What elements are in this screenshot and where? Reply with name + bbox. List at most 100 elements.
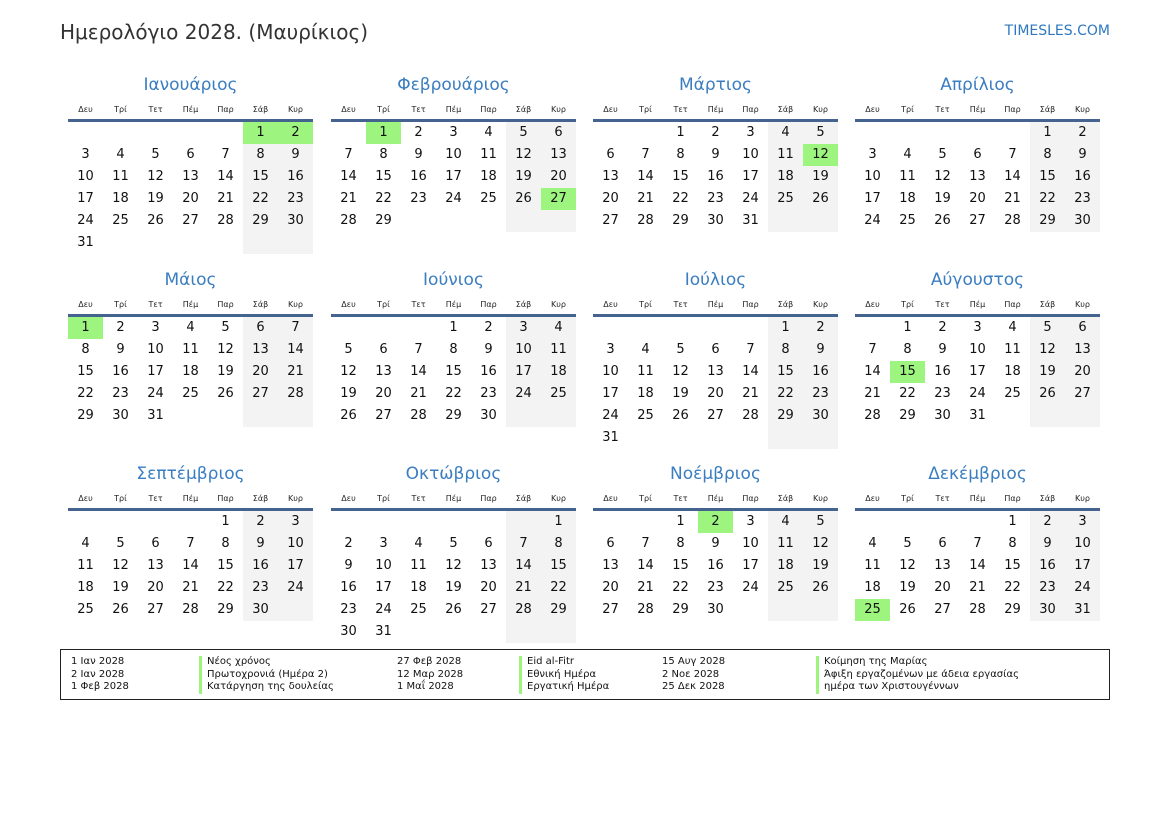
day-cell[interactable]: 23: [934, 386, 951, 401]
day-cell[interactable]: 27: [182, 213, 199, 228]
holiday-cell[interactable]: 1: [68, 317, 103, 339]
day-cell[interactable]: 1: [676, 125, 685, 140]
day-cell[interactable]: 30: [707, 213, 724, 228]
day-cell[interactable]: 17: [375, 580, 392, 595]
day-cell[interactable]: 27: [707, 408, 724, 423]
day-cell[interactable]: 24: [445, 191, 462, 206]
day-cell[interactable]: 10: [506, 339, 541, 361]
day-cell[interactable]: 21: [864, 386, 881, 401]
holiday-cell[interactable]: 1: [366, 122, 401, 144]
day-cell[interactable]: 11: [480, 147, 497, 162]
day-cell[interactable]: 25: [899, 213, 916, 228]
day-cell[interactable]: 14: [969, 558, 986, 573]
day-cell[interactable]: 20: [243, 361, 278, 383]
day-cell[interactable]: 24: [742, 191, 759, 206]
day-cell[interactable]: 14: [506, 555, 541, 577]
day-cell[interactable]: 11: [899, 169, 916, 184]
day-cell[interactable]: 29: [243, 210, 278, 232]
day-cell[interactable]: 13: [934, 558, 951, 573]
day-cell[interactable]: 5: [506, 122, 541, 144]
day-cell[interactable]: 21: [340, 191, 357, 206]
day-cell[interactable]: 21: [969, 580, 986, 595]
day-cell[interactable]: 13: [969, 169, 986, 184]
day-cell[interactable]: 11: [541, 339, 576, 361]
day-cell[interactable]: 6: [151, 536, 160, 551]
day-cell[interactable]: 3: [606, 342, 615, 357]
day-cell[interactable]: 26: [112, 602, 129, 617]
day-cell[interactable]: 12: [445, 558, 462, 573]
day-cell[interactable]: 9: [938, 342, 947, 357]
day-cell[interactable]: 13: [1065, 339, 1100, 361]
day-cell[interactable]: 28: [340, 213, 357, 228]
day-cell[interactable]: 11: [768, 144, 803, 166]
day-cell[interactable]: 15: [1004, 558, 1021, 573]
day-cell[interactable]: 23: [1065, 188, 1100, 210]
day-cell[interactable]: 28: [217, 213, 234, 228]
day-cell[interactable]: 31: [742, 213, 759, 228]
day-cell[interactable]: 11: [1004, 342, 1021, 357]
day-cell[interactable]: 1: [221, 514, 230, 529]
day-cell[interactable]: 28: [506, 599, 541, 621]
day-cell[interactable]: 11: [768, 533, 803, 555]
day-cell[interactable]: 5: [938, 147, 947, 162]
day-cell[interactable]: 23: [480, 386, 497, 401]
day-cell[interactable]: 30: [278, 210, 313, 232]
day-cell[interactable]: 24: [864, 213, 881, 228]
day-cell[interactable]: 15: [768, 361, 803, 383]
day-cell[interactable]: 28: [278, 383, 313, 405]
day-cell[interactable]: 23: [1030, 577, 1065, 599]
day-cell[interactable]: 4: [484, 125, 493, 140]
day-cell[interactable]: 11: [112, 169, 129, 184]
day-cell[interactable]: 23: [112, 386, 129, 401]
day-cell[interactable]: 31: [375, 624, 392, 639]
day-cell[interactable]: 16: [707, 169, 724, 184]
day-cell[interactable]: 3: [81, 147, 90, 162]
day-cell[interactable]: 10: [375, 558, 392, 573]
day-cell[interactable]: 9: [278, 144, 313, 166]
day-cell[interactable]: 31: [77, 235, 94, 250]
day-cell[interactable]: 17: [445, 169, 462, 184]
day-cell[interactable]: 3: [973, 320, 982, 335]
day-cell[interactable]: 6: [606, 536, 615, 551]
day-cell[interactable]: 17: [278, 555, 313, 577]
day-cell[interactable]: 15: [445, 364, 462, 379]
day-cell[interactable]: 22: [77, 386, 94, 401]
day-cell[interactable]: 4: [186, 320, 195, 335]
day-cell[interactable]: 18: [112, 191, 129, 206]
day-cell[interactable]: 14: [217, 169, 234, 184]
day-cell[interactable]: 14: [637, 558, 654, 573]
day-cell[interactable]: 17: [602, 386, 619, 401]
day-cell[interactable]: 4: [81, 536, 90, 551]
day-cell[interactable]: 20: [602, 580, 619, 595]
day-cell[interactable]: 10: [1065, 533, 1100, 555]
day-cell[interactable]: 11: [410, 558, 427, 573]
day-cell[interactable]: 6: [186, 147, 195, 162]
day-cell[interactable]: 22: [445, 386, 462, 401]
day-cell[interactable]: 17: [506, 361, 541, 383]
day-cell[interactable]: 24: [147, 386, 164, 401]
day-cell[interactable]: 14: [637, 169, 654, 184]
day-cell[interactable]: 30: [112, 408, 129, 423]
day-cell[interactable]: 15: [217, 558, 234, 573]
day-cell[interactable]: 12: [672, 364, 689, 379]
day-cell[interactable]: 2: [711, 125, 720, 140]
day-cell[interactable]: 9: [1065, 144, 1100, 166]
day-cell[interactable]: 9: [344, 558, 353, 573]
day-cell[interactable]: 2: [1030, 511, 1065, 533]
day-cell[interactable]: 20: [707, 386, 724, 401]
day-cell[interactable]: 26: [506, 188, 541, 210]
day-cell[interactable]: 5: [803, 511, 838, 533]
day-cell[interactable]: 3: [746, 125, 755, 140]
day-cell[interactable]: 12: [147, 169, 164, 184]
day-cell[interactable]: 6: [541, 122, 576, 144]
day-cell[interactable]: 26: [899, 602, 916, 617]
day-cell[interactable]: 31: [147, 408, 164, 423]
day-cell[interactable]: 16: [278, 166, 313, 188]
day-cell[interactable]: 25: [112, 213, 129, 228]
day-cell[interactable]: 25: [410, 602, 427, 617]
day-cell[interactable]: 31: [969, 408, 986, 423]
day-cell[interactable]: 8: [676, 536, 685, 551]
day-cell[interactable]: 11: [77, 558, 94, 573]
day-cell[interactable]: 28: [637, 602, 654, 617]
day-cell[interactable]: 7: [414, 342, 423, 357]
